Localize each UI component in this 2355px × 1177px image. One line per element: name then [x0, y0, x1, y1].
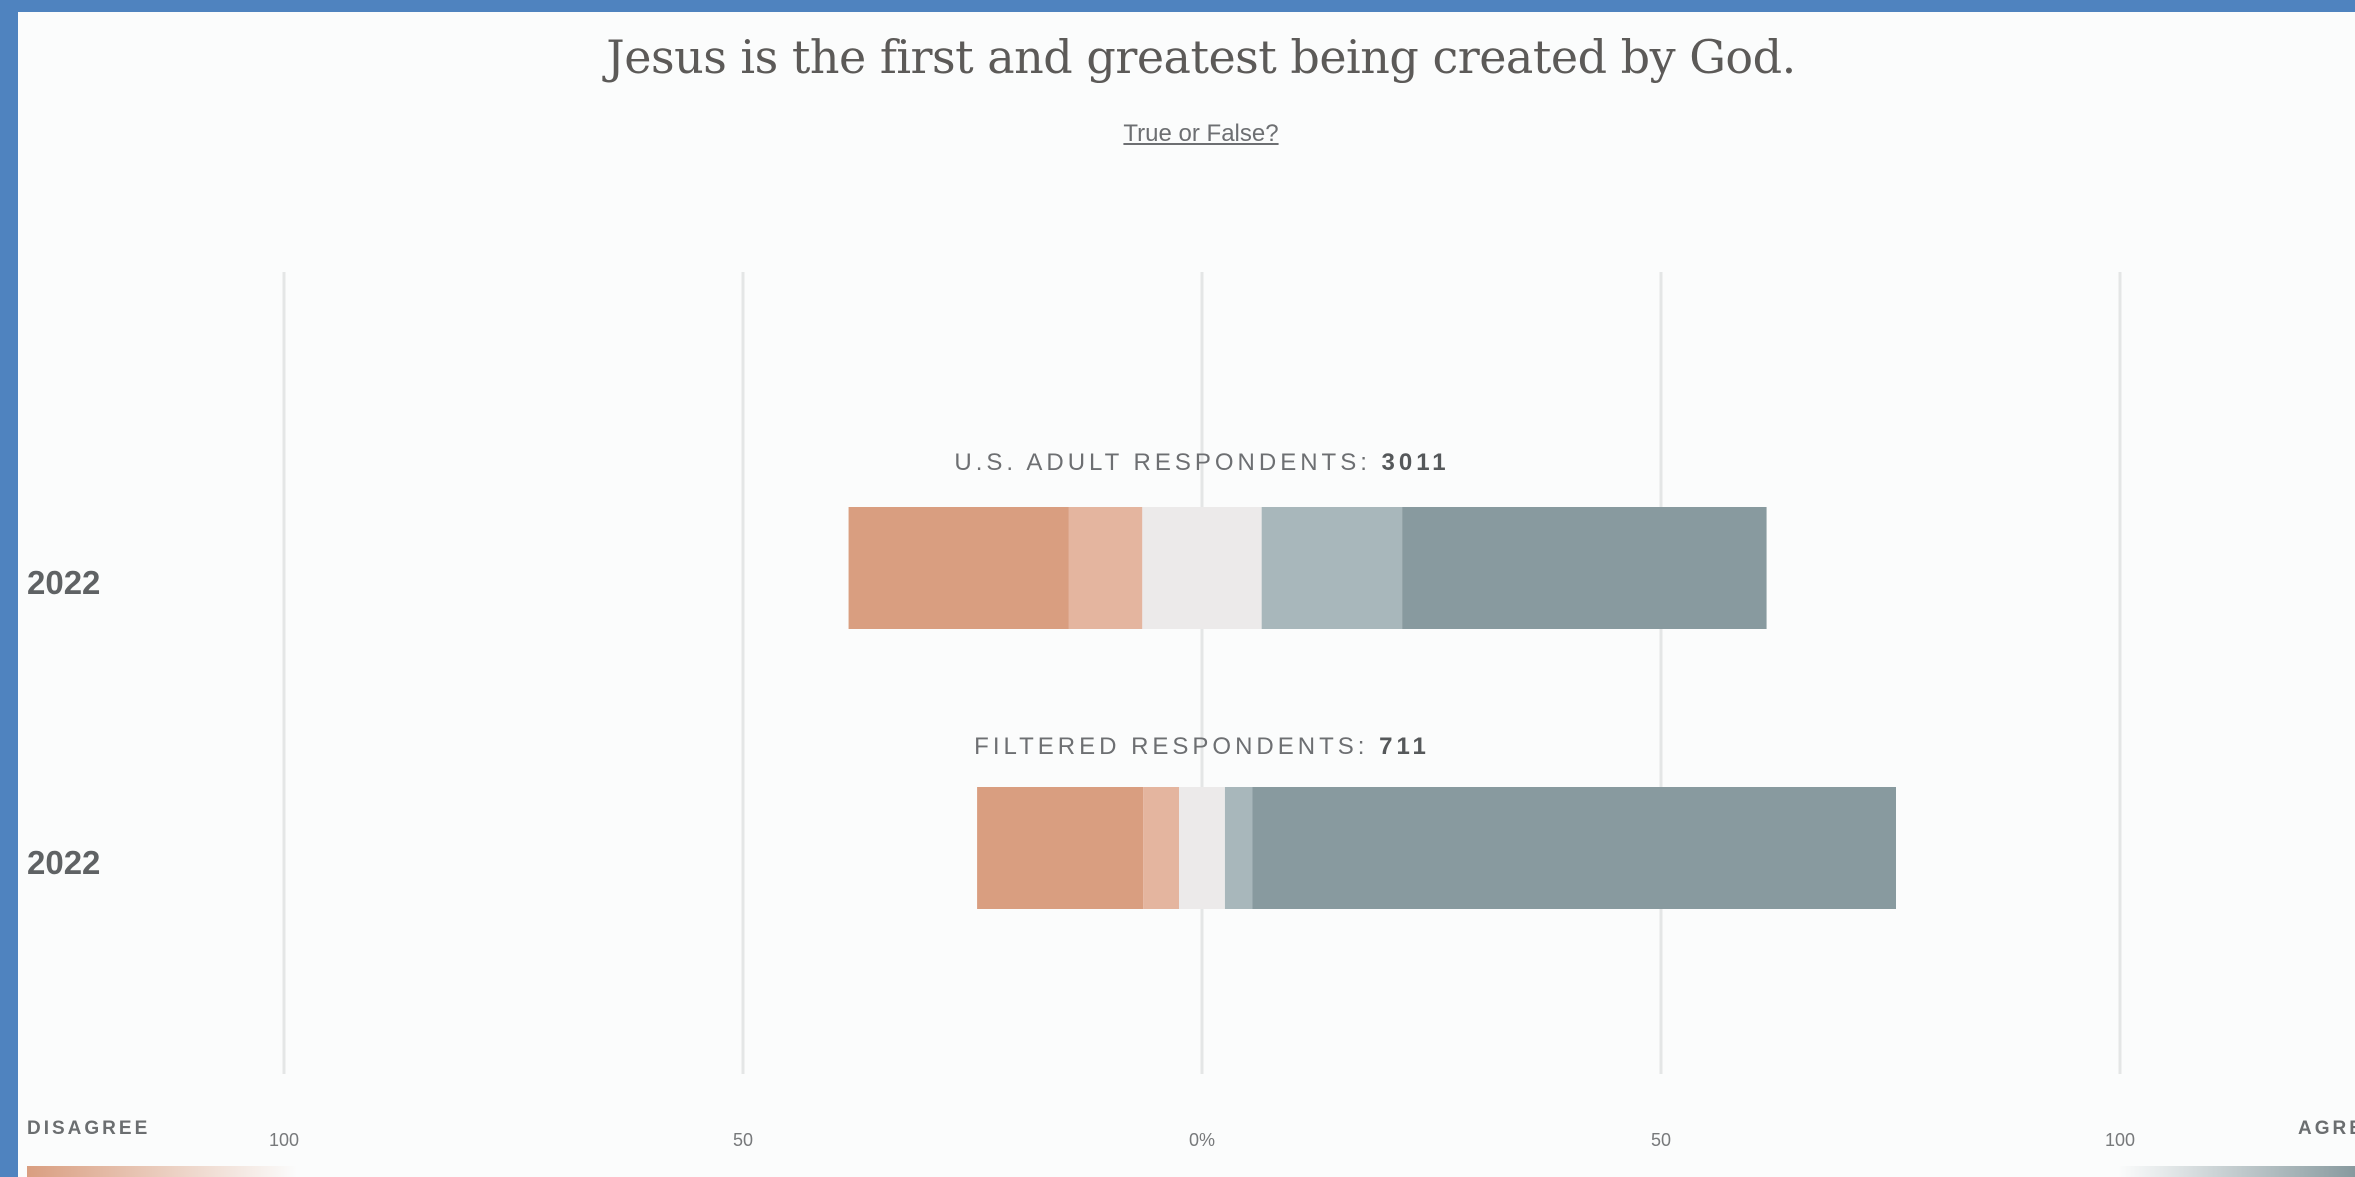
- year-label: 2022: [27, 564, 100, 601]
- bar-segment: [1261, 507, 1403, 629]
- bar-segment: [1224, 787, 1253, 909]
- chart-panel: Jesus is the first and greatest being cr…: [18, 12, 2355, 1177]
- respondents-label: FILTERED RESPONDENTS: 711: [974, 733, 1430, 760]
- agree-label: AGRE: [2298, 1118, 2355, 1139]
- agree-gradient-bar: [2118, 1166, 2355, 1177]
- x-tick-label: 100: [2105, 1130, 2135, 1150]
- disagree-label: DISAGREE: [27, 1118, 151, 1139]
- respondents-label: U.S. ADULT RESPONDENTS: 3011: [954, 449, 1449, 476]
- x-tick-label: 50: [1651, 1130, 1671, 1150]
- bar-segment: [1068, 507, 1143, 629]
- year-label: 2022: [27, 844, 100, 881]
- bar-segment: [977, 787, 1144, 909]
- x-tick-label: 50: [733, 1130, 753, 1150]
- bar-segment: [1179, 787, 1225, 909]
- bar-segment: [1252, 787, 1897, 909]
- bar-segment: [848, 507, 1069, 629]
- disagree-gradient-bar: [27, 1166, 297, 1177]
- bar-segment: [1143, 787, 1180, 909]
- chart-title: Jesus is the first and greatest being cr…: [606, 30, 1796, 84]
- x-tick-label: 100: [269, 1130, 299, 1150]
- diverging-bar-chart: 100 50 0% 50 100 2022 U.S. ADULT RESPONDENTS: …: [27, 272, 2135, 1150]
- bar-segment: [1402, 507, 1767, 629]
- true-or-false-link[interactable]: True or False?: [1123, 120, 1279, 147]
- x-tick-label: 0%: [1189, 1130, 1215, 1150]
- bar-segment: [1142, 507, 1262, 629]
